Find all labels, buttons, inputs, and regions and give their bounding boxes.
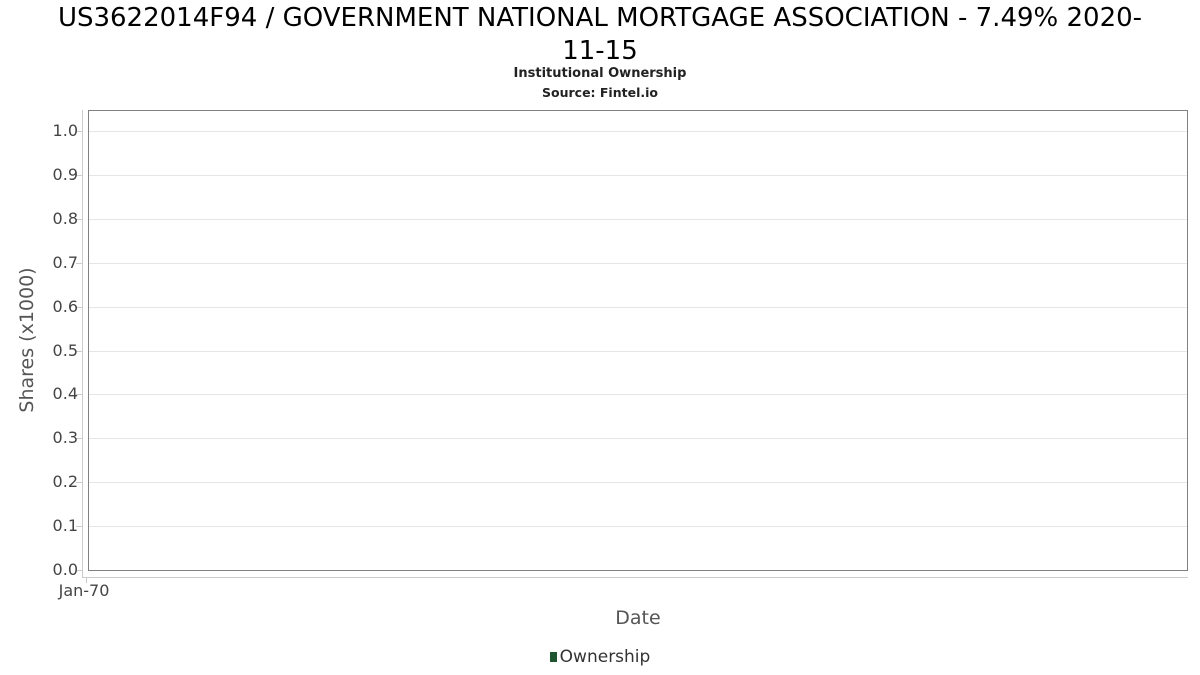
y-gridline xyxy=(89,262,1187,264)
y-axis-tick-label: 0.2 xyxy=(52,472,78,492)
chart-subtitle: Institutional Ownership xyxy=(513,66,687,81)
y-gridline xyxy=(89,306,1187,308)
y-axis-tick-label: 0.5 xyxy=(52,340,78,360)
y-axis-tick xyxy=(76,570,82,571)
y-axis-tick-label: 0.3 xyxy=(52,428,78,448)
y-axis-tick xyxy=(76,131,82,132)
x-axis-title: Date xyxy=(615,607,661,629)
legend: Ownership xyxy=(0,645,1200,669)
y-axis-tick xyxy=(76,262,82,264)
plot-area xyxy=(88,110,1188,571)
y-axis-tick-label: 0.7 xyxy=(52,252,78,272)
y-axis-tick xyxy=(76,482,82,484)
y-gridline xyxy=(89,438,1187,440)
y-gridline xyxy=(89,350,1187,352)
y-gridline xyxy=(89,174,1187,176)
y-gridline xyxy=(89,526,1187,528)
y-gridline xyxy=(89,394,1187,396)
y-axis-tick xyxy=(76,218,82,220)
chart-title-line2: 11-15 xyxy=(562,36,638,66)
y-axis-tick-label: 1.0 xyxy=(52,121,78,140)
y-axis-tick-label: 0.8 xyxy=(52,208,78,228)
legend-marker-icon xyxy=(549,652,557,662)
x-axis-tick xyxy=(86,577,87,583)
y-axis-tick-label: 0.4 xyxy=(52,384,78,404)
chart-title: US3622014F94 / GOVERNMENT NATIONAL MORTG… xyxy=(0,2,1200,68)
y-gridline xyxy=(89,482,1187,484)
y-axis-tick xyxy=(76,526,82,528)
y-axis-line xyxy=(82,110,83,577)
y-gridline xyxy=(89,218,1187,220)
y-axis-tick-label: 0.0 xyxy=(52,560,78,579)
y-axis-tick xyxy=(76,350,82,352)
y-axis-tick-label: 0.1 xyxy=(52,516,78,536)
chart-title-line1: US3622014F94 / GOVERNMENT NATIONAL MORTG… xyxy=(57,3,1143,33)
legend-label: Ownership xyxy=(559,647,651,667)
legend-item-ownership[interactable]: Ownership xyxy=(549,647,651,667)
y-axis-tick-label: 0.6 xyxy=(52,296,78,316)
y-axis-tick xyxy=(76,174,82,176)
y-axis-tick-label: 0.9 xyxy=(52,164,78,184)
x-axis-tick-label: Jan-70 xyxy=(58,581,110,600)
x-axis-line xyxy=(82,577,1188,578)
y-axis-tick xyxy=(76,438,82,440)
y-gridline xyxy=(89,131,1187,132)
chart-source-credit: Source: Fintel.io xyxy=(542,85,658,100)
y-axis-tick xyxy=(76,394,82,396)
y-axis-tick xyxy=(76,306,82,308)
